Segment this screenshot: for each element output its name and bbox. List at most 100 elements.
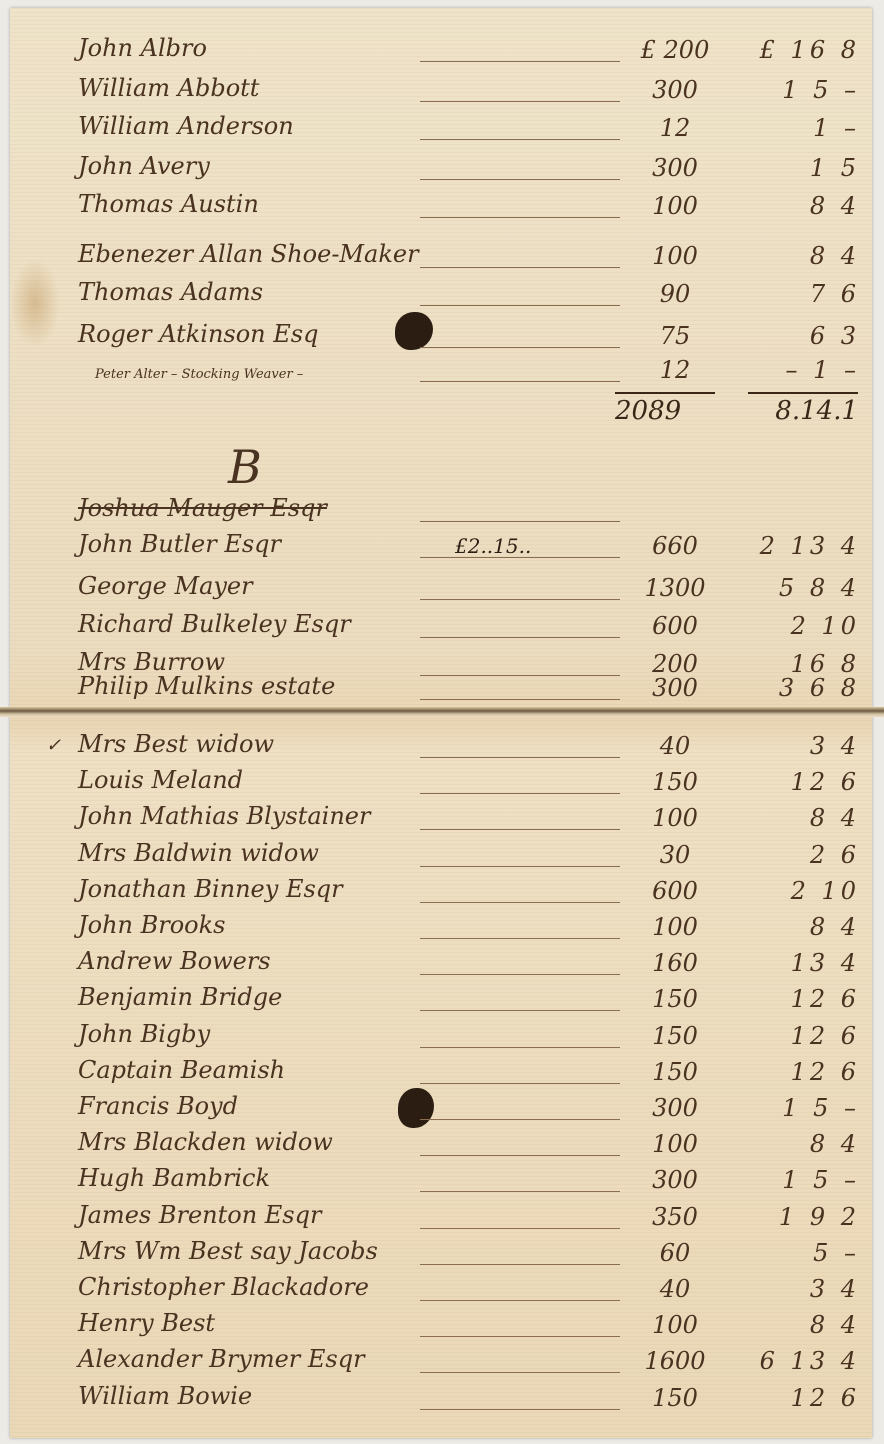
entry-amount: 300 [652, 1094, 698, 1122]
ink-blot [398, 1088, 434, 1128]
leader-line [420, 1263, 620, 1265]
entry-rate: £ 16 8 [759, 36, 860, 64]
entry-rate: 6 13 4 [759, 1347, 860, 1376]
entry-rate: 1 5 – [782, 76, 860, 104]
leader-line [420, 1010, 620, 1012]
entry-rate: 12 6 [790, 1057, 860, 1086]
entry-rate: 8 4 [809, 1311, 860, 1340]
entry-name: Christopher Blackadore [78, 1273, 369, 1301]
entry-rate: 16 8 [790, 650, 860, 678]
leader-line [420, 699, 620, 700]
ledger-row: Christopher Blackadore 40 3 4 [0, 1273, 884, 1307]
entry-note: £2..15.. [455, 534, 532, 558]
leader-line [420, 1191, 620, 1193]
entry-rate: 3 6 8 [778, 674, 860, 702]
ledger-row: Louis Meland 150 12 6 [0, 766, 884, 800]
leader-line [420, 757, 620, 758]
entry-amount: 12 [659, 356, 691, 384]
entry-amount: 150 [652, 1021, 698, 1050]
ledger-row: Joshua Mauger Esqr [0, 494, 884, 528]
entry-amount: 150 [652, 1383, 698, 1412]
leader-line [420, 557, 620, 558]
entry-rate: 1 5 – [782, 1166, 860, 1195]
leader-line [420, 179, 620, 180]
entry-amount: 40 [659, 1275, 691, 1303]
entry-name: Francis Boyd [78, 1092, 238, 1120]
entry-amount: 660 [652, 532, 698, 560]
ledger-row: John Brooks 100 8 4 [0, 911, 884, 945]
leader-line [420, 217, 620, 218]
entry-amount: 600 [652, 876, 698, 905]
leader-line [420, 865, 620, 867]
section-letter: B [228, 440, 262, 494]
total-rate: 8.14.1 [748, 392, 858, 426]
ledger-row: Alexander Brymer Esqr 1600 6 13 4 [0, 1345, 884, 1379]
entry-name: Alexander Brymer Esqr [78, 1345, 365, 1374]
entry-name: Mrs Baldwin widow [78, 838, 319, 867]
leader-line [420, 381, 620, 382]
ledger-row: Andrew Bowers 160 13 4 [0, 947, 884, 981]
leader-line [420, 599, 620, 600]
entry-name: Benjamin Bridge [78, 983, 283, 1012]
entry-rate: 8 4 [809, 242, 860, 270]
entry-name: Philip Mulkins estate [78, 672, 336, 700]
entry-amount: 350 [652, 1202, 698, 1231]
leader-line [420, 675, 620, 676]
entry-rate: 12 6 [790, 768, 860, 797]
ledger-row: John Butler Esqr £2..15.. 660 2 13 4 [0, 530, 884, 564]
entry-amount: 150 [652, 768, 698, 797]
ledger-row: William Bowie 150 12 6 [0, 1382, 884, 1416]
entry-rate: 12 6 [790, 1383, 860, 1412]
leader-line [420, 305, 620, 306]
entry-rate: 2 10 [790, 612, 860, 640]
entry-amount: 600 [652, 612, 698, 640]
entry-rate: 8 4 [809, 1130, 860, 1159]
entry-amount: 100 [652, 1130, 698, 1159]
entry-rate: 5 – [813, 1238, 860, 1267]
entry-amount: 90 [659, 280, 691, 308]
entry-rate: 1 – [813, 114, 860, 142]
ledger-row: John Albro £ 200 £ 16 8 [0, 34, 884, 68]
leader-line [420, 974, 620, 976]
total-amount: 2089 [615, 392, 715, 426]
entry-name: Peter Alter – Stocking Weaver – [95, 367, 304, 382]
entry-amount: 160 [652, 949, 698, 978]
ledger-row: Roger Atkinson Esq 75 6 3 [0, 320, 884, 354]
ledger-row: Henry Best 100 8 4 [0, 1309, 884, 1343]
entry-amount: 200 [652, 650, 698, 678]
entry-name: George Mayer [78, 572, 253, 600]
entry-rate: 8 4 [809, 913, 860, 941]
ledger-row: Mrs Baldwin widow 30 2 6 [0, 839, 884, 873]
entry-name: John Butler Esqr [78, 530, 282, 558]
entry-name: John Brooks [78, 911, 226, 939]
page-fold [0, 707, 884, 717]
entry-amount: 75 [659, 322, 691, 350]
entry-name: Jonathan Binney Esqr [78, 874, 343, 903]
entry-rate: 1 5 – [782, 1094, 860, 1122]
entry-name: William Anderson [78, 112, 294, 140]
leader-line [420, 1336, 620, 1338]
entry-name: Joshua Mauger Esqr [78, 494, 327, 522]
leader-line [420, 139, 620, 140]
entry-name: Mrs Burrow [78, 648, 226, 676]
ledger-row: Mrs Wm Best say Jacobs 60 5 – [0, 1237, 884, 1271]
ledger-row: Mrs Burrow 200 16 8 [0, 648, 884, 682]
entry-name: Henry Best [78, 1309, 216, 1338]
entry-amount: 1300 [644, 574, 706, 602]
leader-line [420, 1227, 620, 1229]
entry-amount: 100 [652, 804, 698, 833]
entry-name: James Brenton Esqr [78, 1200, 322, 1229]
entry-name: Andrew Bowers [78, 947, 271, 976]
leader-line [420, 901, 620, 903]
leader-line [420, 1082, 620, 1084]
ink-blot [395, 312, 433, 350]
entry-amount: 100 [652, 192, 698, 220]
entry-name: Captain Beamish [78, 1055, 286, 1084]
ledger-row: Ebenezer Allan Shoe-Maker 100 8 4 [0, 240, 884, 274]
entry-rate: 3 4 [809, 732, 860, 760]
entry-rate: – 1 – [785, 356, 860, 384]
entry-amount: 12 [659, 114, 691, 142]
ledger-row: John Avery 300 1 5 [0, 152, 884, 186]
entry-rate: 13 4 [790, 949, 860, 978]
entry-rate: 5 8 4 [778, 574, 860, 602]
